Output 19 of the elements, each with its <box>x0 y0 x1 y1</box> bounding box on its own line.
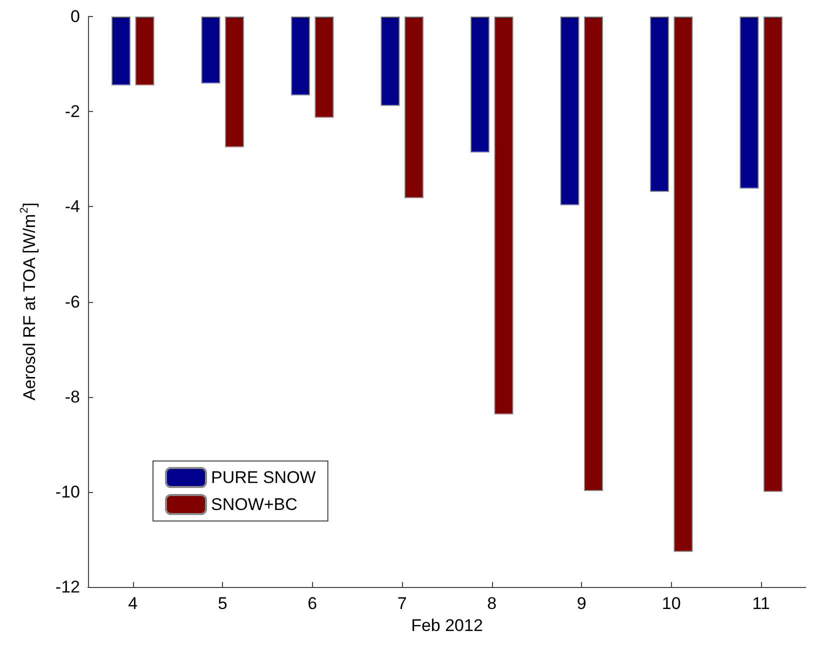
legend-label: SNOW+BC <box>211 495 298 514</box>
y-tick-label: -8 <box>64 387 80 406</box>
legend-label: PURE SNOW <box>211 468 316 487</box>
y-tick-label: -12 <box>55 578 80 596</box>
y-tick-label: -6 <box>64 292 80 312</box>
y-axis-title: Aerosol RF at TOA [W/m2] <box>18 202 39 400</box>
x-tick-label: 11 <box>752 594 770 613</box>
y-tick-label: -10 <box>55 482 80 502</box>
x-tick-label: 8 <box>487 594 497 613</box>
x-tick-label: 5 <box>218 594 228 613</box>
x-tick-label: 10 <box>662 594 681 613</box>
y-tick-label: -2 <box>64 102 80 122</box>
y-tick-label: 0 <box>70 7 80 26</box>
x-tick-label: 9 <box>576 594 586 613</box>
y-tick-label: -4 <box>64 197 80 216</box>
x-axis-title: Feb 2012 <box>411 616 483 635</box>
x-tick-label: 4 <box>128 594 138 613</box>
x-tick-label: 7 <box>397 594 407 613</box>
x-tick-label: 6 <box>308 594 318 613</box>
